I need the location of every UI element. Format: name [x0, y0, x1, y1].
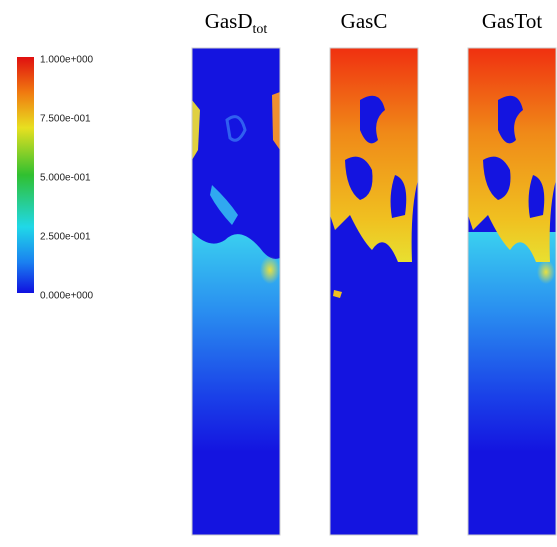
contour-panel: [330, 48, 418, 535]
panel-title: GasDtot: [205, 9, 268, 37]
colorbar: [17, 57, 34, 293]
title-subscript: tot: [253, 22, 268, 37]
colorbar-label: 5.000e-001: [40, 173, 91, 184]
title-main: GasD: [205, 9, 253, 33]
colorbar-label: 0.000e+000: [40, 291, 94, 302]
contour-panel: [468, 48, 556, 535]
figure: 1.000e+000 7.500e-001 5.000e-001 2.500e-001…: [0, 0, 557, 547]
colorbar-labels: 1.000e+000 7.500e-001 5.000e-001 2.500e-001…: [40, 55, 94, 302]
panel-title: GasTot: [482, 9, 543, 33]
colorbar-label: 7.500e-001: [40, 114, 91, 125]
contour-panel: [192, 48, 280, 535]
colorbar-label: 2.500e-001: [40, 232, 91, 243]
panel-title: GasC: [341, 9, 388, 33]
colorbar-label: 1.000e+000: [40, 55, 94, 66]
